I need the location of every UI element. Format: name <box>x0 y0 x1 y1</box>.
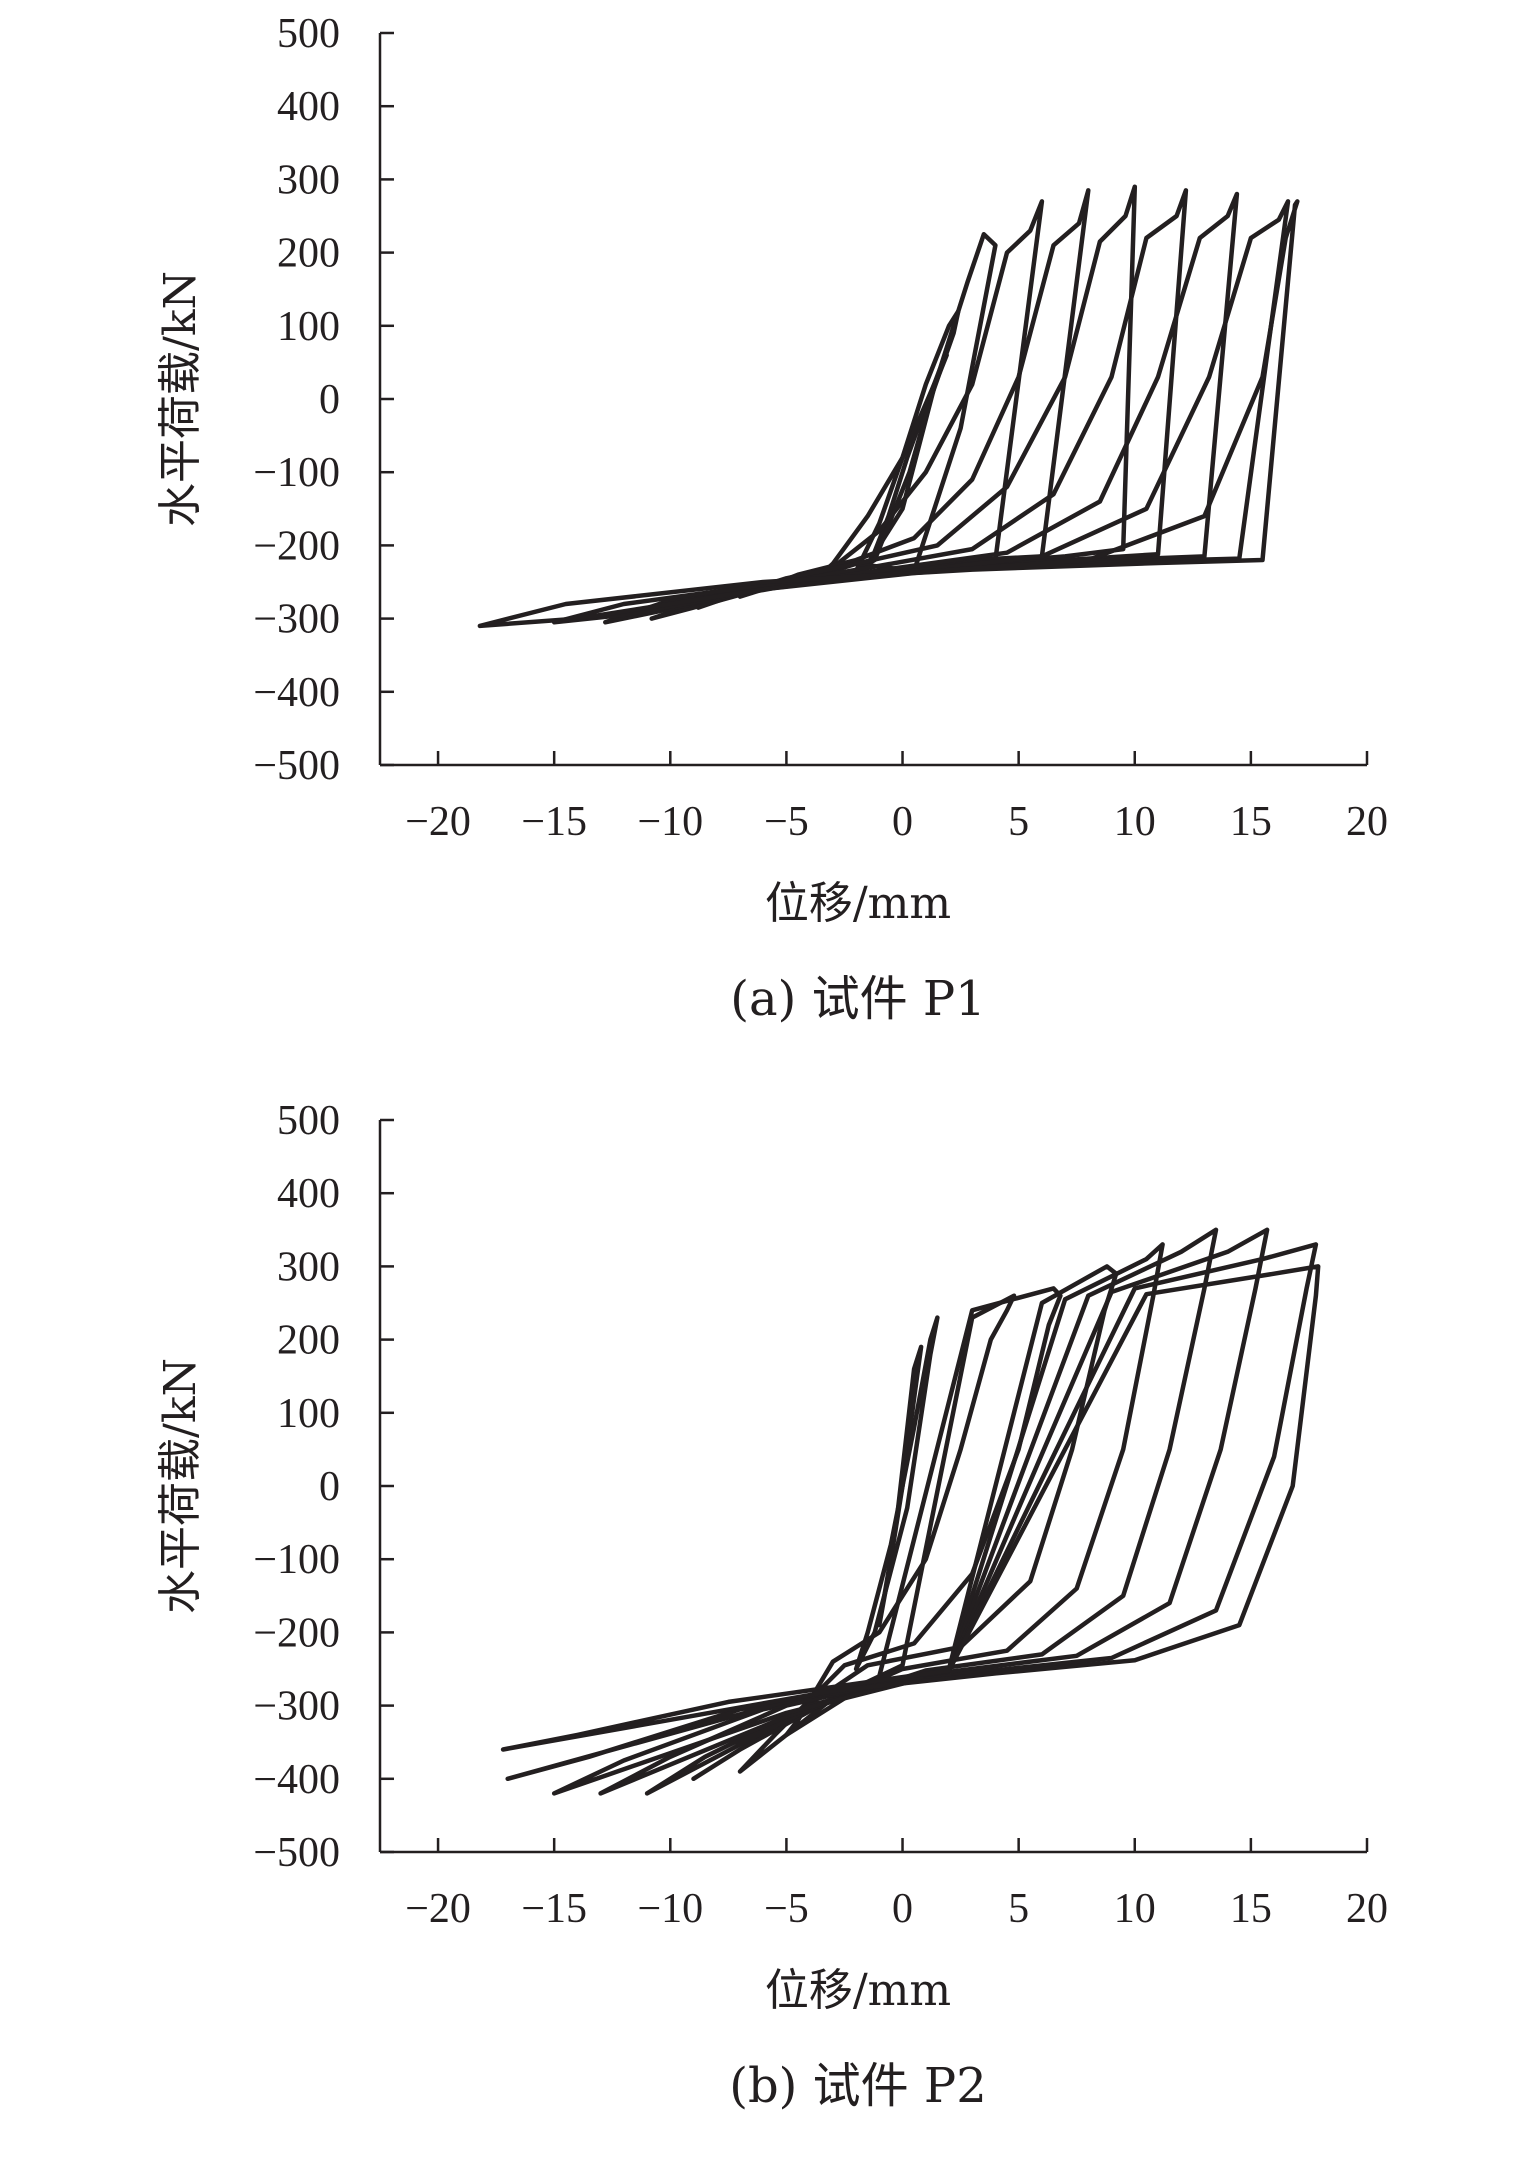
x-tick-label: −20 <box>405 1886 471 1932</box>
hysteresis-loop-2 <box>853 1315 940 1672</box>
x-tick-label: 20 <box>1346 1886 1388 1932</box>
hysteresis-chart-p1: 5004003002001000−100−200−300−400−500−20−… <box>155 11 1388 1027</box>
y-tick-label: 200 <box>277 231 340 277</box>
y-tick-label: 100 <box>277 304 340 350</box>
x-tick-label: 5 <box>1008 1886 1029 1932</box>
hysteresis-loop-3 <box>818 232 998 577</box>
hysteresis-loop-8 <box>551 1227 1270 1796</box>
hysteresis-loop-10 <box>500 1264 1321 1752</box>
x-tick-label: 15 <box>1230 799 1272 845</box>
y-tick-label: −500 <box>253 743 340 789</box>
x-axis-title: 位移/mm <box>765 1965 951 2016</box>
x-tick-label: 0 <box>892 799 913 845</box>
hysteresis-loop-10 <box>477 199 1300 629</box>
y-tick-label: −100 <box>253 1537 340 1583</box>
x-tick-label: 5 <box>1008 799 1029 845</box>
y-tick-label: −400 <box>253 670 340 716</box>
x-axis-title: 位移/mm <box>765 878 951 929</box>
x-tick-label: 15 <box>1230 1886 1272 1932</box>
y-tick-label: 0 <box>319 1464 340 1510</box>
x-tick-label: 10 <box>1114 799 1156 845</box>
hysteresis-loop-4 <box>737 1286 1063 1774</box>
x-tick-label: −5 <box>764 1886 809 1932</box>
y-tick-label: −100 <box>253 450 340 496</box>
hysteresis-loop-3 <box>784 1293 1017 1738</box>
y-tick-label: 300 <box>277 157 340 203</box>
y-axis-title: 水平荷载/kN <box>155 271 206 527</box>
y-tick-label: 500 <box>277 11 340 57</box>
y-tick-label: 100 <box>277 1391 340 1437</box>
x-tick-label: 20 <box>1346 799 1388 845</box>
y-tick-label: 400 <box>277 1171 340 1217</box>
y-tick-label: −300 <box>253 1684 340 1730</box>
hysteresis-chart-p2: 5004003002001000−100−200−300−400−500−20−… <box>155 1098 1388 2114</box>
y-tick-label: −500 <box>253 1830 340 1876</box>
y-tick-label: 0 <box>319 377 340 423</box>
y-axis-title: 水平荷载/kN <box>155 1358 206 1614</box>
y-tick-label: 500 <box>277 1098 340 1144</box>
chart-panel-a: 500 400 300 200 100 0 −100 −200 −300 −400 −500 −20−… <box>0 0 1535 1087</box>
y-tick-label: 200 <box>277 1318 340 1364</box>
y-tick-label: −200 <box>253 1610 340 1656</box>
x-tick-label: 0 <box>892 1886 913 1932</box>
x-tick-label: −10 <box>637 799 703 845</box>
y-tick-label: 300 <box>277 1244 340 1290</box>
y-tick-label: −300 <box>253 597 340 643</box>
x-tick-label: −5 <box>764 799 809 845</box>
x-tick-label: −15 <box>521 799 587 845</box>
y-tick-label: −400 <box>253 1757 340 1803</box>
x-tick-label: −10 <box>637 1886 703 1932</box>
y-tick-label: 400 <box>277 84 340 130</box>
x-tick-label: −20 <box>405 799 471 845</box>
chart-caption: (a) 试件 P1 <box>730 971 985 1027</box>
chart-caption: (b) 试件 P2 <box>729 2058 987 2114</box>
chart-panel-b: 500 400 300 200 100 0 −100 −200 −300 −400 −500 −20−… <box>0 1087 1535 2174</box>
x-tick-label: 10 <box>1114 1886 1156 1932</box>
x-tick-label: −15 <box>521 1886 587 1932</box>
y-tick-label: −200 <box>253 523 340 569</box>
